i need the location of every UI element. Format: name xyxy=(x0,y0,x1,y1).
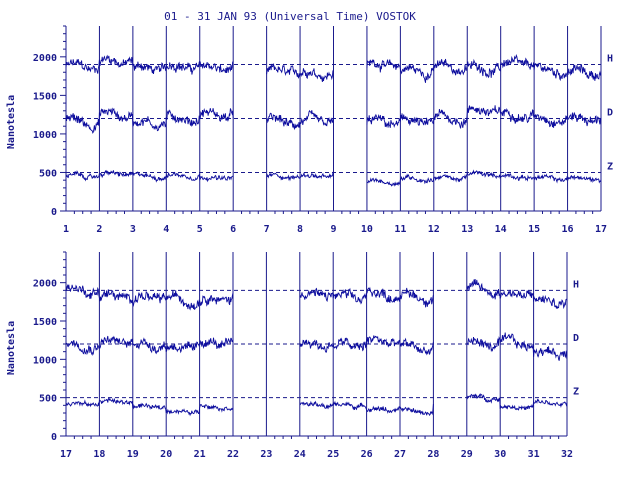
trace-D xyxy=(299,335,434,356)
x-tick-label: 5 xyxy=(197,224,203,235)
component-label-D: D xyxy=(573,333,579,344)
y-tick-label: 0 xyxy=(51,432,57,443)
x-tick-label: 28 xyxy=(427,449,439,460)
trace-Z xyxy=(366,169,602,187)
x-tick-label: 4 xyxy=(163,224,169,235)
x-tick-label: 31 xyxy=(528,449,540,460)
trace-D xyxy=(266,109,334,131)
x-tick-label: 17 xyxy=(595,224,607,235)
x-tick-label: 26 xyxy=(361,449,373,460)
trace-H xyxy=(466,279,568,310)
y-tick-label: 0 xyxy=(51,207,57,218)
trace-H xyxy=(266,63,334,82)
component-label-Z: Z xyxy=(573,387,579,398)
chart-title: 01 - 31 JAN 93 (Universal Time) VOSTOK xyxy=(164,10,416,23)
x-tick-label: 9 xyxy=(330,224,336,235)
y-tick-label: 2000 xyxy=(33,53,57,64)
trace-H xyxy=(65,54,234,75)
x-tick-label: 25 xyxy=(327,449,339,460)
trace-Z xyxy=(466,393,568,411)
trace-H xyxy=(65,283,234,311)
x-tick-label: 12 xyxy=(428,224,440,235)
trace-D xyxy=(366,105,602,129)
trace-H xyxy=(366,54,602,83)
x-tick-label: 21 xyxy=(194,449,206,460)
trace-D xyxy=(66,107,234,134)
panel-days-17-32: 0 500 1000 1500 2000 17 18 19 20 21 22 23 24 25 26 27 28… xyxy=(33,251,579,460)
y-tick-label: 2000 xyxy=(33,279,57,290)
y-tick-label: 500 xyxy=(39,394,57,405)
x-tick-label: 19 xyxy=(127,449,139,460)
component-label-Z: Z xyxy=(607,161,613,172)
x-tick-label: 2 xyxy=(96,224,102,235)
component-label-H: H xyxy=(573,279,579,290)
x-tick-label: 8 xyxy=(297,224,303,235)
component-label-H: H xyxy=(607,54,613,65)
x-tick-label: 14 xyxy=(495,224,507,235)
x-tick-label: 32 xyxy=(561,449,573,460)
trace-Z xyxy=(266,171,334,182)
trace-D xyxy=(65,335,234,356)
x-tick-label: 23 xyxy=(260,449,272,460)
x-tick-label: 3 xyxy=(130,224,136,235)
y-tick-label: 1500 xyxy=(33,91,57,102)
y-tick-label: 500 xyxy=(39,168,57,179)
x-tick-label: 17 xyxy=(60,449,72,460)
trace-Z xyxy=(299,400,434,417)
x-tick-label: 29 xyxy=(461,449,473,460)
y-axis-label-top: Nanotesla xyxy=(6,95,17,149)
y-axis-label-bottom: Nanotesla xyxy=(6,321,17,375)
x-tick-label: 7 xyxy=(264,224,270,235)
trace-Z xyxy=(65,169,234,183)
x-tick-label: 6 xyxy=(230,224,236,235)
y-tick-label: 1000 xyxy=(33,355,57,366)
x-tick-label: 22 xyxy=(227,449,239,460)
y-tick-label: 1000 xyxy=(33,130,57,141)
y-tick-label: 1500 xyxy=(33,317,57,328)
trace-D xyxy=(466,332,568,361)
x-tick-label: 16 xyxy=(562,224,574,235)
x-tick-label: 18 xyxy=(93,449,105,460)
x-tick-label: 24 xyxy=(294,449,306,460)
component-label-D: D xyxy=(607,108,613,119)
x-tick-label: 20 xyxy=(160,449,172,460)
x-tick-label: 13 xyxy=(461,224,473,235)
x-tick-label: 30 xyxy=(494,449,506,460)
x-tick-label: 15 xyxy=(528,224,540,235)
trace-Z xyxy=(65,397,234,417)
x-tick-label: 1 xyxy=(63,224,69,235)
x-tick-label: 11 xyxy=(394,224,406,235)
trace-H xyxy=(299,286,434,308)
x-tick-label: 27 xyxy=(394,449,406,460)
x-tick-label: 10 xyxy=(361,224,373,235)
